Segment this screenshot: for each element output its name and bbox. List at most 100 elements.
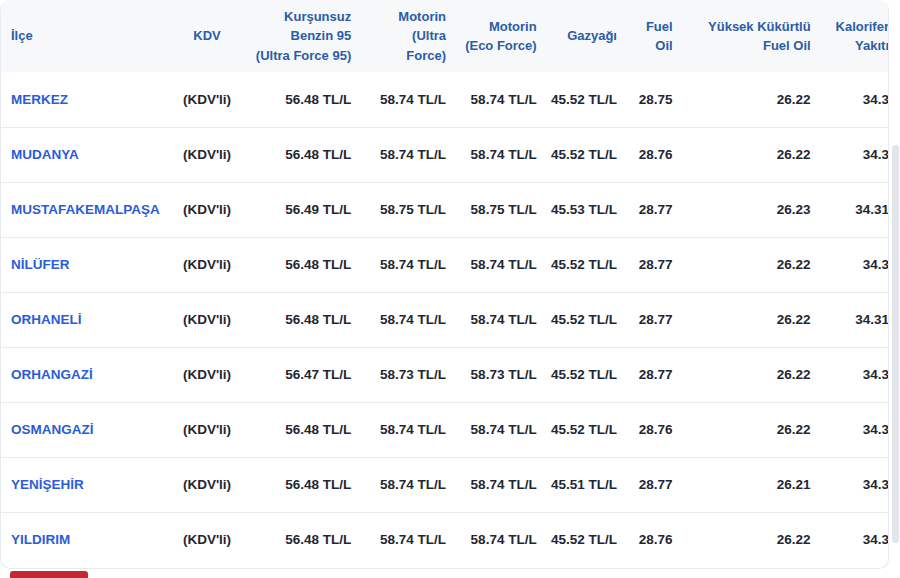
- cell-gazyagi: 45.52 TL/L: [537, 402, 617, 457]
- cell-benzin95: 56.48 TL/L: [248, 402, 351, 457]
- district-link[interactable]: YILDIRIM: [1, 512, 166, 567]
- district-link[interactable]: OSMANGAZİ: [1, 402, 166, 457]
- cell-fuel-oil: 28.77: [617, 292, 673, 347]
- cell-kalorifer: 34.3: [811, 457, 889, 512]
- cell-benzin95: 56.48 TL/L: [248, 457, 351, 512]
- table-row: MERKEZ(KDV'li)56.48 TL/L58.74 TL/L58.74 …: [1, 72, 889, 127]
- district-link[interactable]: MUSTAFAKEMALPAŞA: [1, 182, 166, 237]
- cutoff-red-button[interactable]: [10, 571, 88, 578]
- cell-motorin-eco: 58.74 TL/L: [446, 292, 537, 347]
- cell-fuel-oil: 28.77: [617, 347, 673, 402]
- cell-kdv: (KDV'li): [166, 402, 248, 457]
- cell-benzin95: 56.48 TL/L: [248, 127, 351, 182]
- cell-motorin-ultra: 58.74 TL/L: [351, 457, 446, 512]
- cell-kdv: (KDV'li): [166, 512, 248, 567]
- district-link[interactable]: NİLÜFER: [1, 237, 166, 292]
- table-row: ORHANELİ(KDV'li)56.48 TL/L58.74 TL/L58.7…: [1, 292, 889, 347]
- cell-motorin-eco: 58.75 TL/L: [446, 182, 537, 237]
- cell-benzin95: 56.48 TL/L: [248, 292, 351, 347]
- district-link[interactable]: MUDANYA: [1, 127, 166, 182]
- cell-kalorifer: 34.3: [811, 127, 889, 182]
- table-row: NİLÜFER(KDV'li)56.48 TL/L58.74 TL/L58.74…: [1, 237, 889, 292]
- table-row: YILDIRIM(KDV'li)56.48 TL/L58.74 TL/L58.7…: [1, 512, 889, 567]
- cell-kalorifer: 34.31: [811, 182, 889, 237]
- cell-yuksek-fuel: 26.23: [673, 182, 811, 237]
- district-link[interactable]: ORHANGAZİ: [1, 347, 166, 402]
- table-header: İlçeKDVKurşunsuz Benzin 95 (Ultra Force …: [1, 0, 889, 72]
- fuel-price-table-card: İlçeKDVKurşunsuz Benzin 95 (Ultra Force …: [0, 0, 889, 569]
- cell-kdv: (KDV'li): [166, 182, 248, 237]
- table-row: MUDANYA(KDV'li)56.48 TL/L58.74 TL/L58.74…: [1, 127, 889, 182]
- cell-benzin95: 56.49 TL/L: [248, 182, 351, 237]
- column-header-yuksek-fuel: Yüksek Kükürtlü Fuel Oil: [673, 0, 811, 72]
- cell-motorin-ultra: 58.74 TL/L: [351, 127, 446, 182]
- cell-gazyagi: 45.52 TL/L: [537, 347, 617, 402]
- cell-kdv: (KDV'li): [166, 292, 248, 347]
- cell-gazyagi: 45.53 TL/L: [537, 182, 617, 237]
- cell-benzin95: 56.47 TL/L: [248, 347, 351, 402]
- district-link[interactable]: YENİŞEHİR: [1, 457, 166, 512]
- cell-kalorifer: 34.3: [811, 237, 889, 292]
- cell-yuksek-fuel: 26.22: [673, 347, 811, 402]
- cell-fuel-oil: 28.76: [617, 512, 673, 567]
- cell-kdv: (KDV'li): [166, 127, 248, 182]
- table-body: MERKEZ(KDV'li)56.48 TL/L58.74 TL/L58.74 …: [1, 72, 889, 567]
- table-row: YENİŞEHİR(KDV'li)56.48 TL/L58.74 TL/L58.…: [1, 457, 889, 512]
- cell-kdv: (KDV'li): [166, 347, 248, 402]
- cell-motorin-ultra: 58.73 TL/L: [351, 347, 446, 402]
- cell-fuel-oil: 28.76: [617, 402, 673, 457]
- cell-gazyagi: 45.51 TL/L: [537, 457, 617, 512]
- vertical-scrollbar-thumb[interactable]: [892, 145, 899, 543]
- column-header-motorin-eco: Motorin (Eco Force): [446, 0, 537, 72]
- column-header-kalorifer: Kalorifer Yakıtı: [811, 0, 889, 72]
- cell-motorin-ultra: 58.74 TL/L: [351, 292, 446, 347]
- district-link[interactable]: MERKEZ: [1, 72, 166, 127]
- cell-yuksek-fuel: 26.22: [673, 72, 811, 127]
- district-link[interactable]: ORHANELİ: [1, 292, 166, 347]
- cell-kalorifer: 34.3: [811, 402, 889, 457]
- table-row: MUSTAFAKEMALPAŞA(KDV'li)56.49 TL/L58.75 …: [1, 182, 889, 237]
- cell-benzin95: 56.48 TL/L: [248, 72, 351, 127]
- cell-yuksek-fuel: 26.22: [673, 292, 811, 347]
- column-header-fuel-oil: Fuel Oil: [617, 0, 673, 72]
- cell-fuel-oil: 28.75: [617, 72, 673, 127]
- table-row: OSMANGAZİ(KDV'li)56.48 TL/L58.74 TL/L58.…: [1, 402, 889, 457]
- cell-kdv: (KDV'li): [166, 457, 248, 512]
- cell-gazyagi: 45.52 TL/L: [537, 512, 617, 567]
- cell-kalorifer: 34.3: [811, 72, 889, 127]
- cell-gazyagi: 45.52 TL/L: [537, 127, 617, 182]
- column-header-motorin-ultra: Motorin (Ultra Force): [351, 0, 446, 72]
- column-header-ilce: İlçe: [1, 0, 166, 72]
- cell-fuel-oil: 28.77: [617, 182, 673, 237]
- cell-gazyagi: 45.52 TL/L: [537, 292, 617, 347]
- cell-kdv: (KDV'li): [166, 237, 248, 292]
- table-row: ORHANGAZİ(KDV'li)56.47 TL/L58.73 TL/L58.…: [1, 347, 889, 402]
- cell-motorin-ultra: 58.74 TL/L: [351, 237, 446, 292]
- cell-benzin95: 56.48 TL/L: [248, 237, 351, 292]
- cell-kalorifer: 34.31: [811, 292, 889, 347]
- cell-fuel-oil: 28.77: [617, 457, 673, 512]
- cell-motorin-ultra: 58.75 TL/L: [351, 182, 446, 237]
- cell-fuel-oil: 28.77: [617, 237, 673, 292]
- cell-motorin-ultra: 58.74 TL/L: [351, 72, 446, 127]
- cell-motorin-eco: 58.73 TL/L: [446, 347, 537, 402]
- cell-motorin-eco: 58.74 TL/L: [446, 237, 537, 292]
- column-header-gazyagi: Gazyağı: [537, 0, 617, 72]
- cell-yuksek-fuel: 26.21: [673, 457, 811, 512]
- cell-motorin-eco: 58.74 TL/L: [446, 402, 537, 457]
- cell-motorin-ultra: 58.74 TL/L: [351, 402, 446, 457]
- cell-gazyagi: 45.52 TL/L: [537, 237, 617, 292]
- cell-motorin-eco: 58.74 TL/L: [446, 512, 537, 567]
- cell-yuksek-fuel: 26.22: [673, 127, 811, 182]
- cell-yuksek-fuel: 26.22: [673, 402, 811, 457]
- cell-kalorifer: 34.3: [811, 347, 889, 402]
- cell-fuel-oil: 28.76: [617, 127, 673, 182]
- header-row: İlçeKDVKurşunsuz Benzin 95 (Ultra Force …: [1, 0, 889, 72]
- column-header-benzin95: Kurşunsuz Benzin 95 (Ultra Force 95): [248, 0, 351, 72]
- cell-motorin-ultra: 58.74 TL/L: [351, 512, 446, 567]
- cell-motorin-eco: 58.74 TL/L: [446, 457, 537, 512]
- cell-benzin95: 56.48 TL/L: [248, 512, 351, 567]
- cell-motorin-eco: 58.74 TL/L: [446, 127, 537, 182]
- cell-motorin-eco: 58.74 TL/L: [446, 72, 537, 127]
- fuel-price-table: İlçeKDVKurşunsuz Benzin 95 (Ultra Force …: [1, 0, 889, 567]
